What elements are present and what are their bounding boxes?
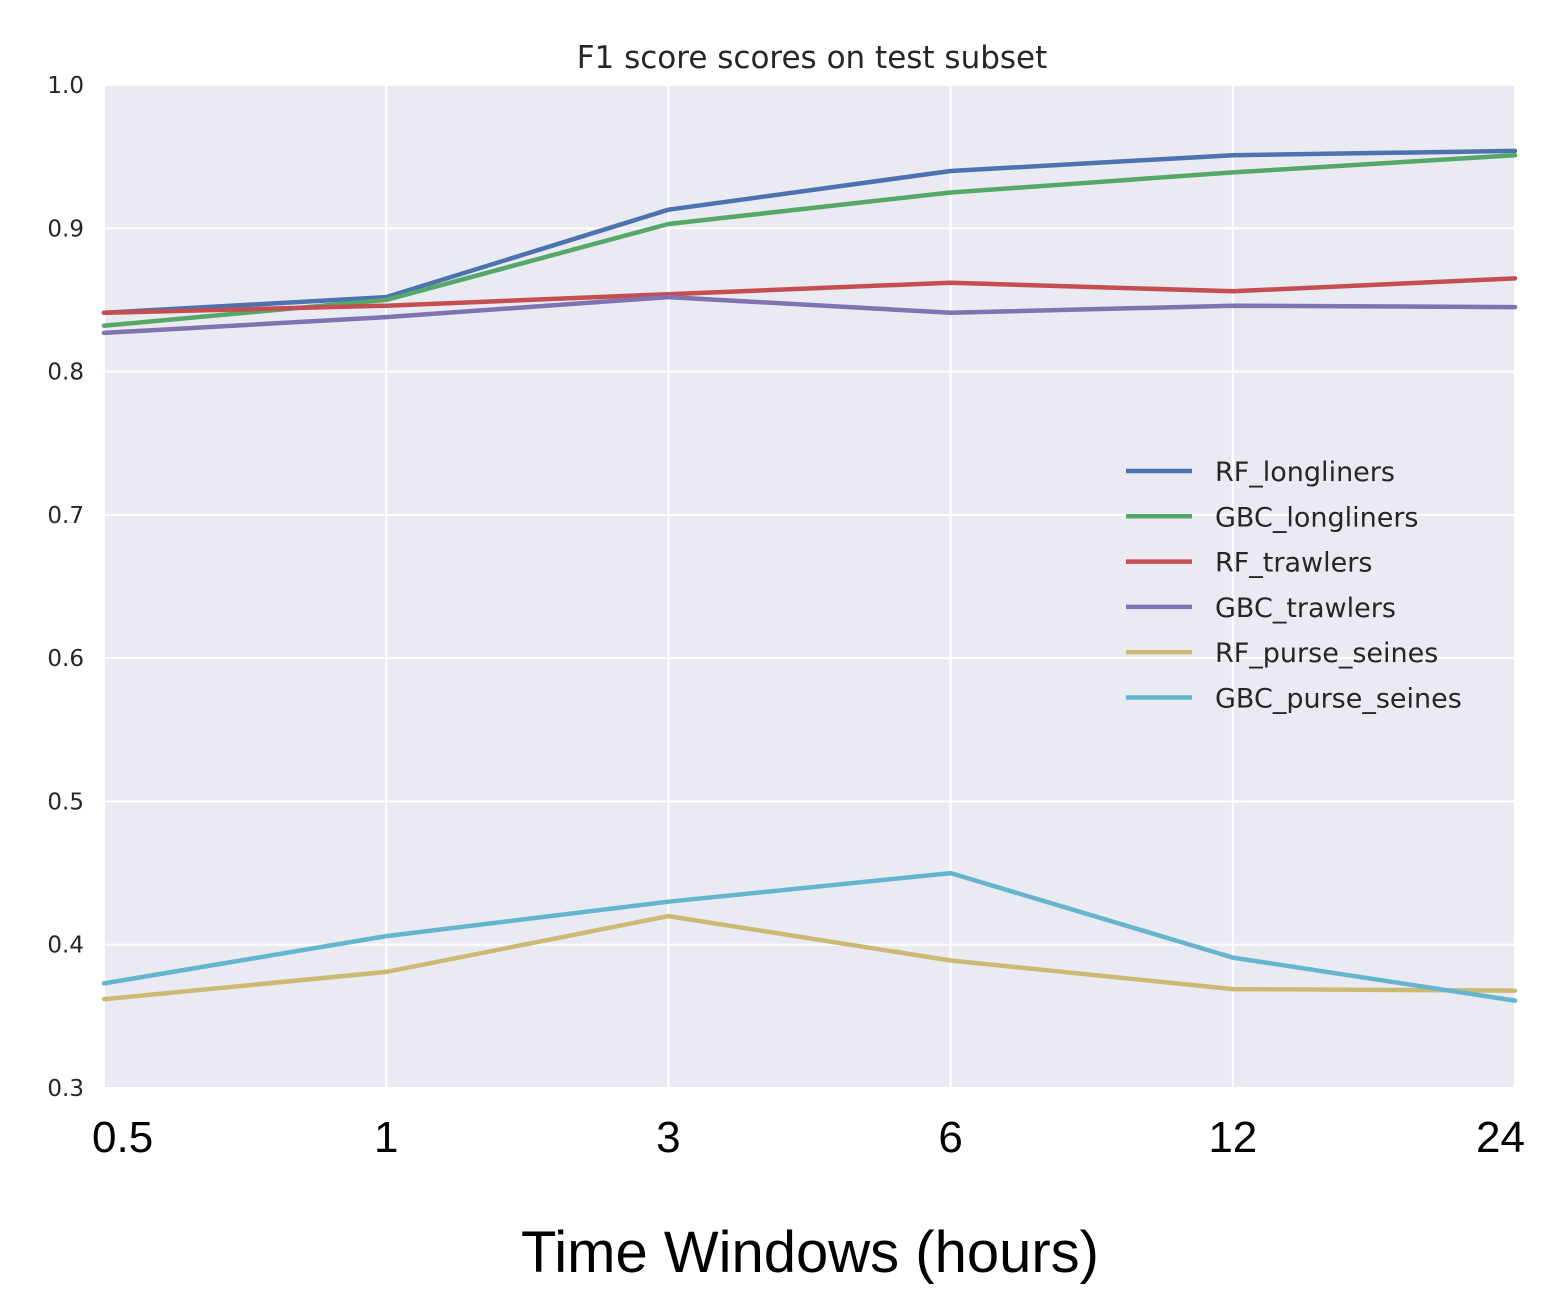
- legend-item: RF_trawlers: [1126, 548, 1372, 579]
- x-tick-label: 6: [938, 1113, 962, 1162]
- grid-lines: [103, 84, 1516, 1089]
- legend-label: RF_longliners: [1215, 457, 1395, 488]
- legend-item: GBC_purse_seines: [1126, 684, 1462, 715]
- legend-label: RF_purse_seines: [1215, 638, 1438, 669]
- legend-label: RF_trawlers: [1215, 548, 1372, 579]
- series-lines: [101, 148, 1518, 1003]
- y-tick-label: 1.0: [47, 73, 84, 99]
- series-line-gbc-purse-seines: [101, 870, 1518, 1003]
- x-tick-label: 1: [374, 1113, 398, 1162]
- series-line-rf-purse-seines: [101, 913, 1518, 1002]
- x-tick-label: 24: [1476, 1113, 1525, 1162]
- legend-label: GBC_trawlers: [1215, 593, 1396, 624]
- legend: RF_longliners GBC_longliners RF_trawlers GB…: [1126, 457, 1462, 715]
- chart-title: F1 score scores on test subset: [577, 40, 1048, 76]
- series-line-gbc-trawlers: [101, 294, 1518, 336]
- y-tick-label: 0.6: [47, 646, 84, 672]
- x-axis-ticks: 0.5 1 3 6 12 24: [92, 1113, 1525, 1162]
- x-tick-label: 0.5: [92, 1113, 153, 1162]
- legend-label: GBC_purse_seines: [1215, 684, 1462, 715]
- y-axis-ticks: 0.3 0.4 0.5 0.6 0.7 0.8 0.9 1.0: [47, 73, 84, 1102]
- x-tick-label: 12: [1208, 1113, 1257, 1162]
- legend-item: GBC_longliners: [1126, 502, 1419, 533]
- y-tick-label: 0.8: [47, 360, 84, 386]
- legend-item: RF_purse_seines: [1126, 638, 1438, 669]
- x-axis-label: Time Windows (hours): [521, 1220, 1099, 1285]
- legend-item: RF_longliners: [1126, 457, 1395, 488]
- y-tick-label: 0.5: [47, 789, 84, 815]
- y-tick-label: 0.9: [47, 216, 84, 242]
- legend-label: GBC_longliners: [1215, 502, 1419, 533]
- y-tick-label: 0.4: [47, 933, 84, 959]
- series-line-rf-trawlers: [101, 276, 1518, 316]
- plot-background: [104, 85, 1515, 1088]
- x-tick-label: 3: [656, 1113, 680, 1162]
- series-line-gbc-longliners: [101, 152, 1518, 328]
- legend-item: GBC_trawlers: [1126, 593, 1396, 624]
- y-tick-label: 0.3: [47, 1076, 84, 1102]
- y-tick-label: 0.7: [47, 503, 84, 529]
- series-line-rf-longliners: [101, 148, 1518, 316]
